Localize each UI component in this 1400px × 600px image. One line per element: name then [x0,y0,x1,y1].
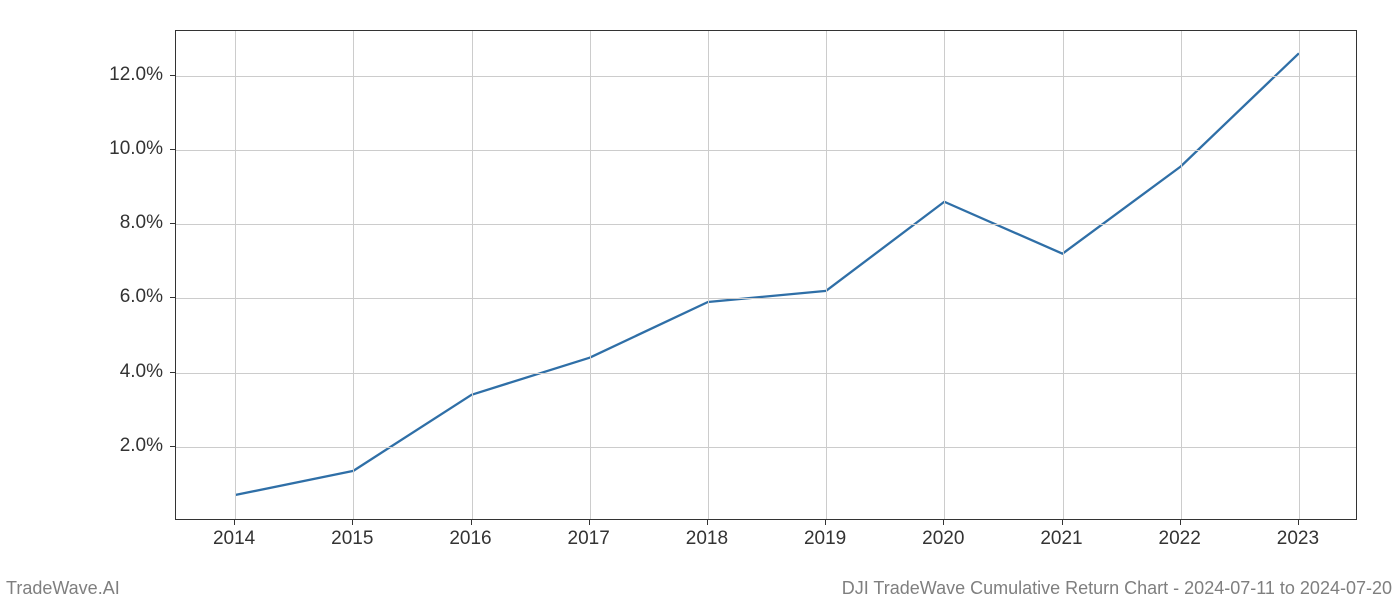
x-tick-label: 2021 [1040,528,1082,550]
tickmark-x [1062,520,1063,525]
gridline-horizontal [176,373,1356,374]
y-tick-label: 10.0% [103,138,163,160]
x-tick-label: 2016 [449,528,491,550]
tickmark-x [825,520,826,525]
tickmark-y [170,372,175,373]
x-tick-label: 2014 [213,528,255,550]
gridline-horizontal [176,150,1356,151]
tickmark-y [170,75,175,76]
chart-container: TradeWave.AI DJI TradeWave Cumulative Re… [0,0,1400,600]
plot-area [175,30,1357,520]
x-tick-label: 2019 [804,528,846,550]
tickmark-x [1180,520,1181,525]
y-tick-label: 8.0% [103,212,163,234]
tickmark-y [170,297,175,298]
gridline-horizontal [176,224,1356,225]
y-tick-label: 6.0% [103,286,163,308]
tickmark-x [589,520,590,525]
tickmark-x [234,520,235,525]
tickmark-x [471,520,472,525]
x-tick-label: 2020 [922,528,964,550]
x-tick-label: 2017 [568,528,610,550]
watermark-right: DJI TradeWave Cumulative Return Chart - … [842,578,1392,599]
tickmark-y [170,446,175,447]
y-tick-label: 4.0% [103,361,163,383]
x-tick-label: 2023 [1277,528,1319,550]
x-tick-label: 2022 [1159,528,1201,550]
y-tick-label: 12.0% [103,64,163,86]
tickmark-y [170,149,175,150]
y-tick-label: 2.0% [103,435,163,457]
gridline-horizontal [176,76,1356,77]
watermark-left: TradeWave.AI [6,578,120,599]
gridline-horizontal [176,298,1356,299]
x-tick-label: 2018 [686,528,728,550]
line-cumulative-return [235,53,1299,495]
tickmark-x [1298,520,1299,525]
tickmark-y [170,223,175,224]
tickmark-x [707,520,708,525]
x-tick-label: 2015 [331,528,373,550]
tickmark-x [352,520,353,525]
gridline-horizontal [176,447,1356,448]
tickmark-x [943,520,944,525]
